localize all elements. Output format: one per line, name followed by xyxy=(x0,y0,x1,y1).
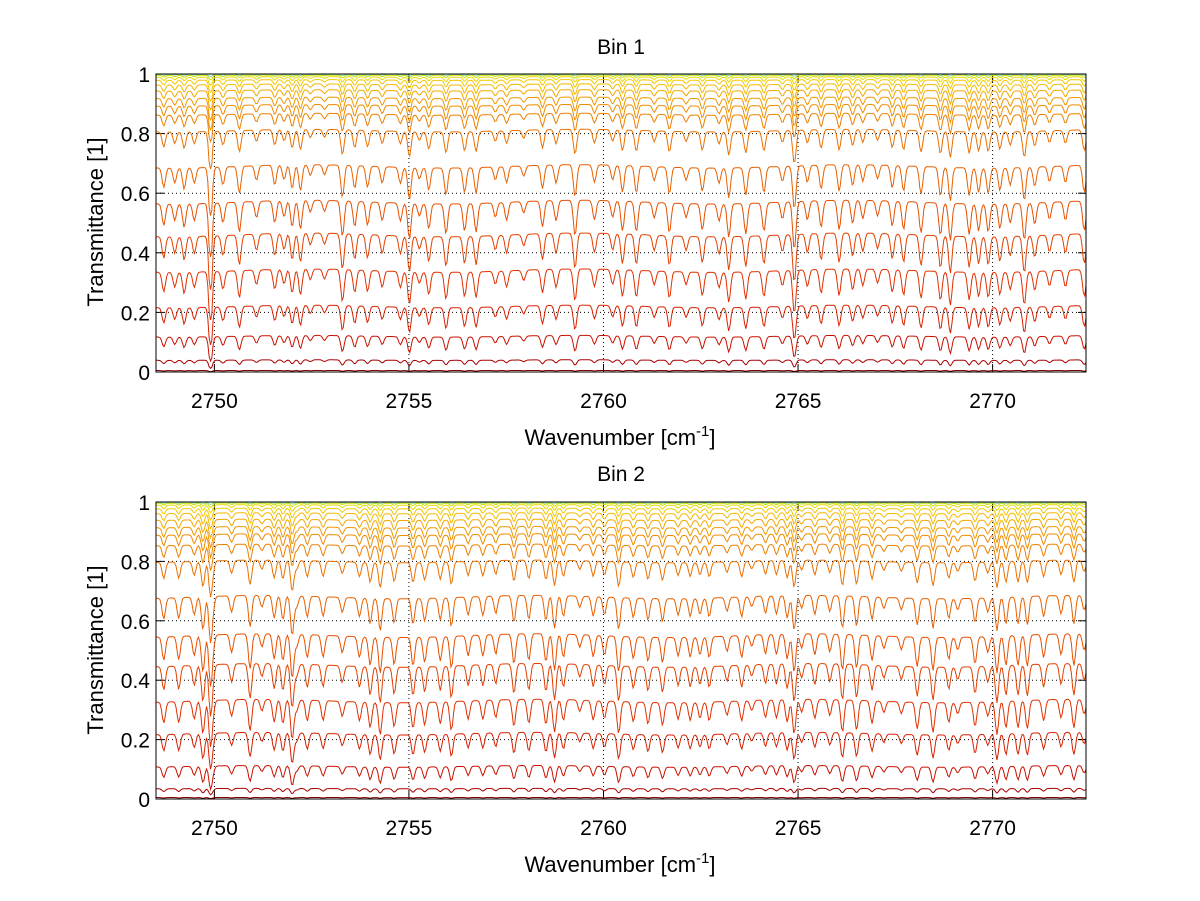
series-line-curve-8 xyxy=(156,164,1087,216)
axes-box xyxy=(155,73,1087,373)
series-line-curve-7 xyxy=(156,633,1087,687)
x-tick-label: 2770 xyxy=(969,390,1016,413)
series-line-curve-10 xyxy=(156,112,1087,144)
chart-title: Bin 2 xyxy=(597,463,645,486)
x-tick-label: 2765 xyxy=(775,817,822,840)
series-line-curve-3 xyxy=(156,334,1087,363)
series-line-curve-3 xyxy=(156,764,1087,792)
series-line-curve-13 xyxy=(156,89,1087,111)
y-axis-label: Transmittance [1] xyxy=(83,137,108,306)
series-line-curve-10 xyxy=(156,543,1087,571)
series-line-curve-4 xyxy=(156,731,1087,770)
subplot-bin-2: Bin 2 2750 2755 2760 2765 2770 0 0.2 0.4… xyxy=(83,463,1087,877)
series-line-curve-17 xyxy=(156,502,1087,508)
series-line-curve-6 xyxy=(156,232,1087,290)
series-line-curve-5 xyxy=(156,698,1087,747)
x-tick-label: 2755 xyxy=(386,817,433,840)
y-tick-label: 0.8 xyxy=(121,551,150,574)
y-tick-label: 0.4 xyxy=(121,243,151,266)
x-axis: 2750 2755 2760 2765 2770 xyxy=(191,817,1016,840)
series-line-curve-2 xyxy=(156,787,1087,796)
series-line-curve-9 xyxy=(156,559,1087,598)
series-line-curve-12 xyxy=(156,525,1087,550)
series-line-curve-9 xyxy=(155,128,1087,170)
x-axis-label: Wavenumber [cm-1] xyxy=(524,423,715,450)
series-line-curve-15 xyxy=(156,507,1087,521)
x-tick-label: 2755 xyxy=(386,390,433,413)
series-line-curve-15 xyxy=(155,79,1087,93)
y-axis: 0 0.2 0.4 0.6 0.8 1 xyxy=(121,492,151,812)
series-line-curve-11 xyxy=(156,533,1087,560)
y-tick-label: 1 xyxy=(138,492,150,515)
y-tick-label: 0.2 xyxy=(121,302,150,325)
x-axis-label: Wavenumber [cm-1] xyxy=(524,850,715,877)
y-tick-label: 1 xyxy=(138,64,150,87)
series-line-curve-11 xyxy=(156,104,1087,132)
series-line-curve-1 xyxy=(156,796,1087,800)
x-tick-label: 2760 xyxy=(580,390,627,413)
series-line-curve-17 xyxy=(156,74,1087,81)
series-line-curve-4 xyxy=(156,304,1087,345)
series-line-curve-2 xyxy=(156,359,1087,369)
series-line-curve-14 xyxy=(156,83,1087,102)
series-line-curve-13 xyxy=(156,518,1087,540)
y-tick-label: 0.6 xyxy=(121,611,150,634)
x-tick-label: 2765 xyxy=(775,390,822,413)
y-tick-label: 0 xyxy=(138,789,150,812)
y-tick-label: 0.4 xyxy=(121,670,151,693)
y-tick-label: 0.2 xyxy=(121,730,150,753)
series-line-curve-8 xyxy=(156,594,1087,643)
series-line-curve-5 xyxy=(156,268,1087,321)
series-line-curve-12 xyxy=(155,96,1087,122)
series-lines xyxy=(156,501,1087,800)
series-line-curve-7 xyxy=(156,199,1087,258)
chart-title: Bin 1 xyxy=(597,36,645,59)
axes-box xyxy=(155,501,1087,800)
series-line-curve-16 xyxy=(156,504,1087,514)
series-line-curve-16 xyxy=(156,76,1087,86)
y-axis: 0 0.2 0.4 0.6 0.8 1 xyxy=(121,64,151,385)
subplot-bin-1: Bin 1 2750 2755 2760 2765 2770 0 0.2 0.4… xyxy=(83,36,1087,450)
x-tick-label: 2750 xyxy=(191,390,238,413)
x-tick-label: 2760 xyxy=(580,817,627,840)
series-line-curve-1 xyxy=(156,369,1087,373)
y-tick-label: 0.6 xyxy=(121,183,150,206)
x-tick-label: 2770 xyxy=(969,817,1016,840)
series-line-curve-6 xyxy=(156,662,1087,717)
y-axis-label: Transmittance [1] xyxy=(83,565,108,734)
x-tick-label: 2750 xyxy=(191,817,238,840)
series-line-curve-14 xyxy=(156,512,1087,530)
y-tick-label: 0 xyxy=(138,362,150,385)
y-tick-label: 0.8 xyxy=(121,124,150,147)
x-axis: 2750 2755 2760 2765 2770 xyxy=(191,390,1016,413)
